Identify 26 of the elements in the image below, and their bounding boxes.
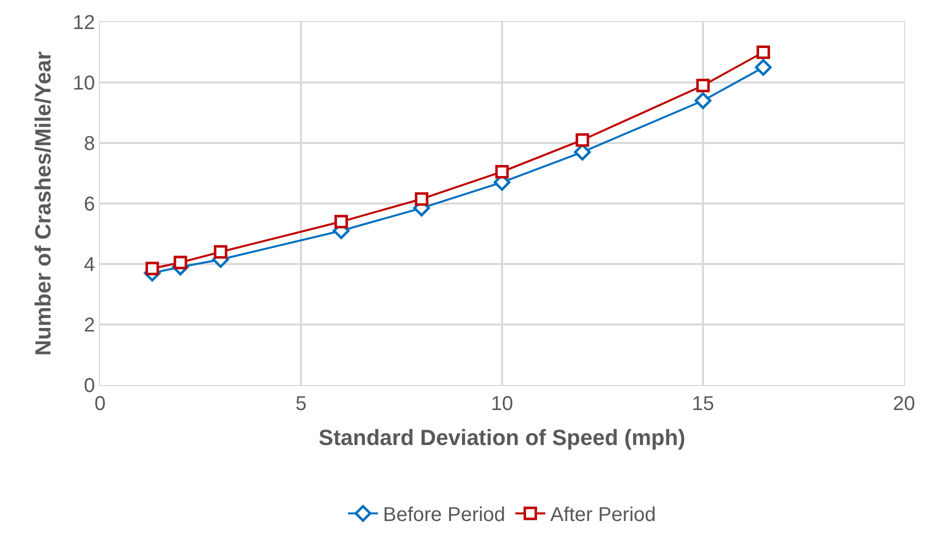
y-tick-label: 4 xyxy=(84,254,95,276)
x-tick-label: 5 xyxy=(295,393,307,415)
point xyxy=(414,192,428,206)
point xyxy=(146,262,160,276)
x-axis-title: Standard Deviation of Speed (mph) xyxy=(318,424,686,450)
y-tick-label: 2 xyxy=(84,314,95,336)
x-tick-label: 15 xyxy=(692,393,714,415)
y-tick-label: 0 xyxy=(84,375,95,397)
point xyxy=(696,78,710,92)
point xyxy=(214,245,228,259)
x-tick-label: 20 xyxy=(892,393,916,415)
y-tick-label: 6 xyxy=(84,194,95,216)
point xyxy=(694,92,712,110)
legend-label: Before Period xyxy=(383,504,506,526)
point xyxy=(495,164,509,178)
point xyxy=(334,214,348,228)
point xyxy=(174,256,188,270)
point xyxy=(754,58,772,76)
y-tick-label: 12 xyxy=(72,12,95,34)
point xyxy=(756,46,770,59)
legend-label: After Period xyxy=(550,504,656,526)
x-tick-label: 10 xyxy=(490,393,514,415)
y-tick-label: 8 xyxy=(84,133,95,155)
y-tick-label: 10 xyxy=(72,72,95,94)
y-axis-title: Number of Crashes/Mile/Year xyxy=(30,50,56,356)
point xyxy=(576,133,590,147)
